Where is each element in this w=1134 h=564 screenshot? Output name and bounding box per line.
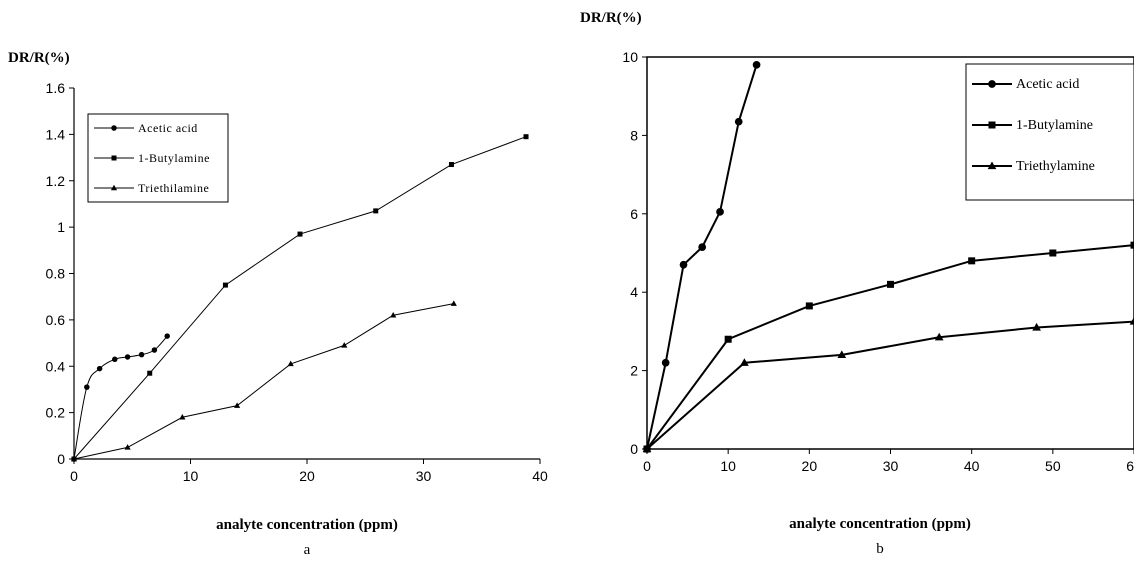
triangle-marker xyxy=(642,444,652,453)
triangle-marker xyxy=(1129,317,1134,325)
x-tick-label: 0 xyxy=(643,458,651,474)
y-axis-label: DR/R(%) xyxy=(8,50,70,66)
triangle-marker xyxy=(987,161,997,170)
y-tick-label: 1.6 xyxy=(46,80,66,96)
x-tick-label: 40 xyxy=(532,468,548,484)
y-tick-label: 0.4 xyxy=(46,358,66,374)
x-tick-label: 10 xyxy=(183,468,199,484)
circle-marker xyxy=(988,80,996,88)
triangle-marker xyxy=(1032,322,1041,331)
triangle-marker xyxy=(390,311,397,318)
circle-marker xyxy=(111,125,117,131)
y-tick-label: 1 xyxy=(57,219,65,235)
x-tick-label: 60 xyxy=(1126,458,1134,474)
square-marker xyxy=(297,231,303,237)
x-axis-label: analyte concentration (ppm) xyxy=(789,516,971,532)
legend: Acetic acid 1-Butylamine Triethylamine xyxy=(965,63,1134,201)
triangle-marker xyxy=(341,342,348,348)
triangle-marker xyxy=(179,414,186,420)
circle-marker xyxy=(752,60,761,69)
square-marker xyxy=(724,335,732,343)
legend-label: Acetic acid xyxy=(1016,77,1079,92)
circle-marker xyxy=(112,356,118,363)
circle-marker xyxy=(138,351,145,358)
circle-marker xyxy=(84,384,90,390)
x-tick-label: 10 xyxy=(720,458,736,474)
legend: Acetic acid 1-Butylamine Triethilamine xyxy=(87,113,229,203)
triangle-marker xyxy=(934,332,944,341)
x-axis-label: analyte concentration (ppm) xyxy=(216,517,398,533)
axes: 0 0.2 0.4 0.6 0.8 1 1.2 1.4 1.6 0 10 20 30 40 xyxy=(46,80,548,484)
y-tick-label: 0.2 xyxy=(46,405,66,421)
triangle-marker xyxy=(124,444,131,450)
chart-panel-b: DR/R(%) analyte concentration (ppm) b 0 2… xyxy=(580,10,1134,557)
square-marker xyxy=(1130,241,1134,249)
circle-marker xyxy=(151,347,158,353)
square-marker xyxy=(887,280,894,288)
y-axis-label: DR/R(%) xyxy=(580,10,642,26)
square-marker xyxy=(111,155,117,161)
x-tick-label: 30 xyxy=(416,468,432,484)
square-marker xyxy=(988,121,996,129)
triangle-marker xyxy=(450,300,457,306)
square-marker xyxy=(448,162,454,168)
y-tick-label: 0.8 xyxy=(46,266,66,282)
legend-label: Acetic acid xyxy=(138,121,198,135)
triangle-marker xyxy=(837,350,847,359)
square-marker xyxy=(523,134,529,140)
square-marker xyxy=(222,282,228,288)
y-tick-label: 1.4 xyxy=(46,126,66,142)
circle-marker xyxy=(734,117,743,126)
legend-label: Triethilamine xyxy=(138,181,209,195)
circle-marker xyxy=(661,358,670,367)
y-tick-label: 10 xyxy=(622,49,638,65)
legend-label: 1-Butylamine xyxy=(138,151,210,165)
y-tick-label: 2 xyxy=(630,363,638,379)
y-tick-label: 4 xyxy=(630,284,638,300)
circle-marker xyxy=(698,243,707,251)
y-tick-label: 0 xyxy=(57,451,65,467)
y-tick-label: 8 xyxy=(630,127,638,143)
y-tick-label: 6 xyxy=(630,206,638,222)
y-tick-label: 0 xyxy=(630,441,638,457)
legend-label: Triethylamine xyxy=(1016,159,1095,174)
square-marker xyxy=(968,257,976,265)
x-tick-label: 20 xyxy=(299,468,315,484)
panel-label: b xyxy=(876,541,884,557)
square-marker xyxy=(805,302,813,310)
y-tick-label: 0.6 xyxy=(46,312,66,328)
circle-marker xyxy=(679,260,688,269)
circle-marker xyxy=(96,365,103,372)
triangle-marker xyxy=(70,455,78,462)
square-marker xyxy=(373,208,379,214)
x-tick-label: 30 xyxy=(883,458,899,474)
y-tick-label: 1.2 xyxy=(46,173,66,189)
series-markers xyxy=(642,60,1134,453)
square-marker xyxy=(147,370,153,376)
circle-marker xyxy=(124,354,131,360)
square-marker xyxy=(1049,249,1057,257)
x-tick-label: 40 xyxy=(964,458,980,474)
triangle-marker xyxy=(287,360,294,367)
circle-marker xyxy=(164,333,170,339)
series-markers xyxy=(70,134,529,462)
legend-label: 1-Butylamine xyxy=(1016,118,1093,133)
panel-label: a xyxy=(304,542,311,558)
triangle-marker xyxy=(234,402,241,408)
chart-panel-a: DR/R(%) analyte concentration (ppm) a 00… xyxy=(8,50,548,558)
series-line xyxy=(646,320,1134,450)
series-line xyxy=(73,335,168,460)
series-line xyxy=(73,303,454,460)
triangle-marker xyxy=(110,184,118,191)
x-tick-label: 0 xyxy=(70,468,78,484)
triangle-marker xyxy=(740,358,749,366)
x-tick-label: 50 xyxy=(1045,458,1061,474)
x-tick-label: 20 xyxy=(802,458,818,474)
axes: 0 2 4 6 8 10 0 10 20 30 40 50 60 xyxy=(622,49,1134,474)
circle-marker xyxy=(716,207,724,216)
